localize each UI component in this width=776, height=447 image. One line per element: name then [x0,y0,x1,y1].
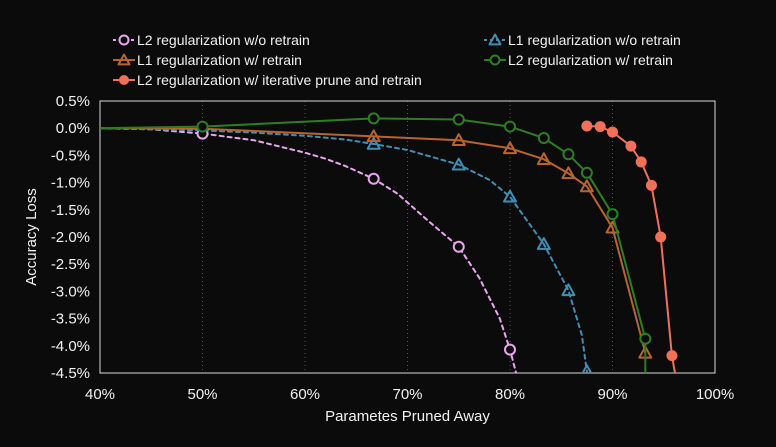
y-tick-label: -3.5% [51,311,90,328]
y-tick-label: -2.0% [51,229,90,246]
series-2 [100,127,593,373]
tick-labels: 40% 50% 60% 70% 80% 90% 100% 0.5% 0.0% -0.5% -1.0%… [51,93,734,403]
data-point [635,156,647,168]
y-tick-label: -1.5% [51,202,90,219]
y-tick-label: -4.0% [51,338,90,355]
data-point [503,141,517,155]
series-line [100,127,647,354]
data-point [561,283,576,297]
data-point [536,152,551,166]
legend: L2 regularization w/o retrain L1 regulari… [113,32,681,88]
series-line [100,127,588,373]
legend-label: L2 regularization w/o retrain [137,32,310,48]
data-point [561,166,576,180]
legend-item: L2 regularization w/ retrain [484,52,673,68]
y-tick-label: -1.0% [51,175,90,192]
x-tick-label: 90% [597,386,627,403]
data-point [580,166,593,179]
legend-marker [117,53,131,66]
data-point [625,140,637,152]
data-point [655,231,667,243]
legend-item: L1 regularization w/o retrain [484,32,681,48]
data-point [606,208,619,221]
series-1 [100,127,518,373]
data-point [366,129,381,143]
x-tick-label: 100% [696,386,734,403]
legend-item: L2 regularization w/o retrain [113,32,310,48]
legend-label: L2 regularization w/ iterative prune and… [137,72,422,88]
data-point [594,121,606,133]
legend-label: L1 regularization w/o retrain [508,32,681,48]
data-point [607,126,618,138]
data-point [504,120,516,133]
legend-marker [488,33,502,46]
series-5 [581,120,678,373]
y-tick-label: -0.5% [51,147,90,164]
legend-item: L1 regularization w/ retrain [113,52,302,68]
data-point [367,172,380,185]
plot-frame [99,100,716,374]
y-tick-label: -3.0% [51,283,90,300]
data-point [451,157,466,171]
y-tick-label: 0.5% [56,93,90,110]
data-point [366,136,381,150]
data-point [581,120,593,132]
data-point [579,179,594,193]
data-point [452,240,465,253]
legend-label: L2 regularization w/ retrain [508,52,673,68]
data-point [503,189,517,203]
data-point [536,237,551,250]
x-tick-label: 60% [290,386,320,403]
data-point [562,148,575,161]
y-tick-label: -2.5% [51,256,90,273]
x-tick-label: 50% [187,386,217,403]
data-point [581,364,593,373]
data-point [639,332,652,345]
data-point [645,179,657,191]
y-tick-label: -4.5% [51,365,90,382]
legend-item: L2 regularization w/ iterative prune and… [113,72,422,88]
x-tick-label: 40% [85,386,115,403]
data-point [196,120,209,133]
series-layer [100,112,678,373]
grid [202,101,613,373]
data-point [452,113,465,126]
x-axis-label: Parametes Pruned Away [325,408,490,425]
y-tick-label: 0.0% [56,120,90,137]
legend-label: L1 regularization w/ retrain [137,52,302,68]
legend-marker [119,75,129,85]
data-point [537,131,550,144]
data-point [367,112,380,125]
legend-marker [489,54,501,66]
data-point [451,133,466,146]
y-axis-label: Accuracy Loss [23,188,40,286]
x-tick-label: 70% [392,386,422,403]
legend-marker [118,34,130,46]
data-point [666,350,678,362]
series-4 [100,112,652,373]
data-point [504,343,516,356]
x-tick-label: 80% [495,386,525,403]
